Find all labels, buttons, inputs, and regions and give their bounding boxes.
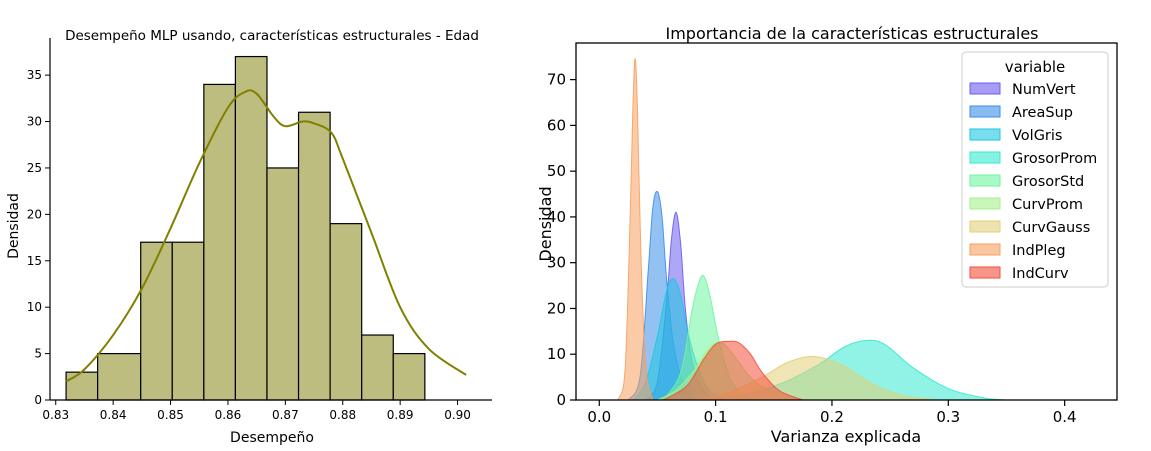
x-tick-label: 0.89 xyxy=(387,408,414,422)
histogram-kde-line xyxy=(65,89,467,383)
kde-area-indcurv xyxy=(661,340,804,401)
x-tick-label: 0.90 xyxy=(444,408,471,422)
legend-label: GrosorProm xyxy=(1012,151,1097,167)
histogram-bar xyxy=(266,167,300,401)
legend-label: IndPleg xyxy=(1012,243,1066,259)
histogram-chart: Desempeño MLP usando, características es… xyxy=(6,28,492,446)
histogram-bar xyxy=(203,83,237,401)
legend-swatch xyxy=(969,266,1001,279)
histogram-y-ticks: 0 5 10 15 20 25 30 35 xyxy=(27,68,50,407)
histogram-bar xyxy=(297,111,331,401)
x-tick-label: 0.85 xyxy=(157,408,184,422)
legend-swatch xyxy=(969,243,1001,256)
legend-swatch xyxy=(969,197,1001,210)
kde-x-label: Varianza explicada xyxy=(771,427,921,446)
histogram-bar xyxy=(171,241,205,401)
y-tick-label: 30 xyxy=(27,115,42,129)
kde-chart: Importancia de la características estruc… xyxy=(536,24,1118,446)
legend-swatch xyxy=(969,151,1001,164)
histogram-bars xyxy=(65,55,426,401)
x-tick-label: 0.88 xyxy=(329,408,356,422)
histogram-x-ticks: 0.83 0.84 0.85 0.86 0.87 0.88 0.89 0.90 xyxy=(42,400,471,422)
y-tick-label: 50 xyxy=(547,162,566,180)
legend-label: VolGris xyxy=(1012,128,1062,144)
legend-swatch xyxy=(969,174,1001,187)
y-tick-label: 40 xyxy=(547,208,566,226)
y-tick-label: 0 xyxy=(556,391,566,409)
y-tick-label: 20 xyxy=(547,299,566,317)
y-tick-label: 15 xyxy=(27,254,42,268)
legend-title: variable xyxy=(1005,58,1066,76)
kde-y-ticks: 0 10 20 30 40 50 60 70 xyxy=(547,71,576,409)
y-tick-label: 0 xyxy=(34,393,42,407)
histogram-y-label: Densidad xyxy=(6,193,22,259)
y-tick-label: 30 xyxy=(547,254,566,272)
histogram-x-label: Desempeño xyxy=(230,430,314,446)
y-tick-label: 35 xyxy=(27,68,42,82)
legend-label: CurvProm xyxy=(1012,197,1083,213)
kde-y-label: Densidad xyxy=(536,186,555,261)
legend-swatch xyxy=(969,105,1001,118)
kde-plot-frame xyxy=(575,42,1118,401)
legend-swatch xyxy=(969,220,1001,233)
y-tick-label: 5 xyxy=(34,347,42,361)
x-tick-label: 0.83 xyxy=(42,408,69,422)
histogram-bar xyxy=(65,371,99,401)
y-tick-label: 70 xyxy=(547,71,566,89)
legend-label: NumVert xyxy=(1012,82,1076,98)
x-tick-label: 0.4 xyxy=(1053,408,1077,426)
histogram-bar xyxy=(234,55,268,401)
x-tick-label: 0.87 xyxy=(272,408,299,422)
y-tick-label: 20 xyxy=(27,207,42,221)
legend-label: AreaSup xyxy=(1012,105,1073,121)
legend-swatch xyxy=(969,82,1001,95)
histogram-bar xyxy=(392,352,426,401)
histogram-bar xyxy=(140,241,173,401)
kde-legend: variable NumVert AreaSup VolGris GrosorProm… xyxy=(961,51,1109,288)
kde-areas xyxy=(617,58,1007,401)
kde-title: Importancia de la características estruc… xyxy=(666,24,1039,43)
x-tick-label: 0.86 xyxy=(215,408,242,422)
x-tick-label: 0.0 xyxy=(587,408,611,426)
legend-label: CurvGauss xyxy=(1012,220,1090,236)
y-tick-label: 60 xyxy=(547,116,566,134)
legend-entries: NumVert AreaSup VolGris GrosorProm GrosorStd… xyxy=(969,82,1097,282)
legend-label: IndCurv xyxy=(1012,266,1069,282)
legend-swatch xyxy=(969,128,1001,141)
x-tick-label: 0.84 xyxy=(100,408,127,422)
kde-area-indpleg xyxy=(617,58,654,401)
x-tick-label: 0.3 xyxy=(936,408,960,426)
histogram-bar xyxy=(97,352,142,401)
x-tick-label: 0.2 xyxy=(820,408,844,426)
x-tick-label: 0.1 xyxy=(704,408,728,426)
histogram-bar xyxy=(329,223,363,401)
kde-x-ticks: 0.0 0.1 0.2 0.3 0.4 xyxy=(587,400,1077,426)
y-tick-label: 10 xyxy=(27,300,42,314)
y-tick-label: 10 xyxy=(547,345,566,363)
histogram-bar xyxy=(361,334,394,401)
y-tick-label: 25 xyxy=(27,161,42,175)
legend-label: GrosorStd xyxy=(1012,174,1084,190)
histogram-title: Desempeño MLP usando, características es… xyxy=(65,28,479,44)
